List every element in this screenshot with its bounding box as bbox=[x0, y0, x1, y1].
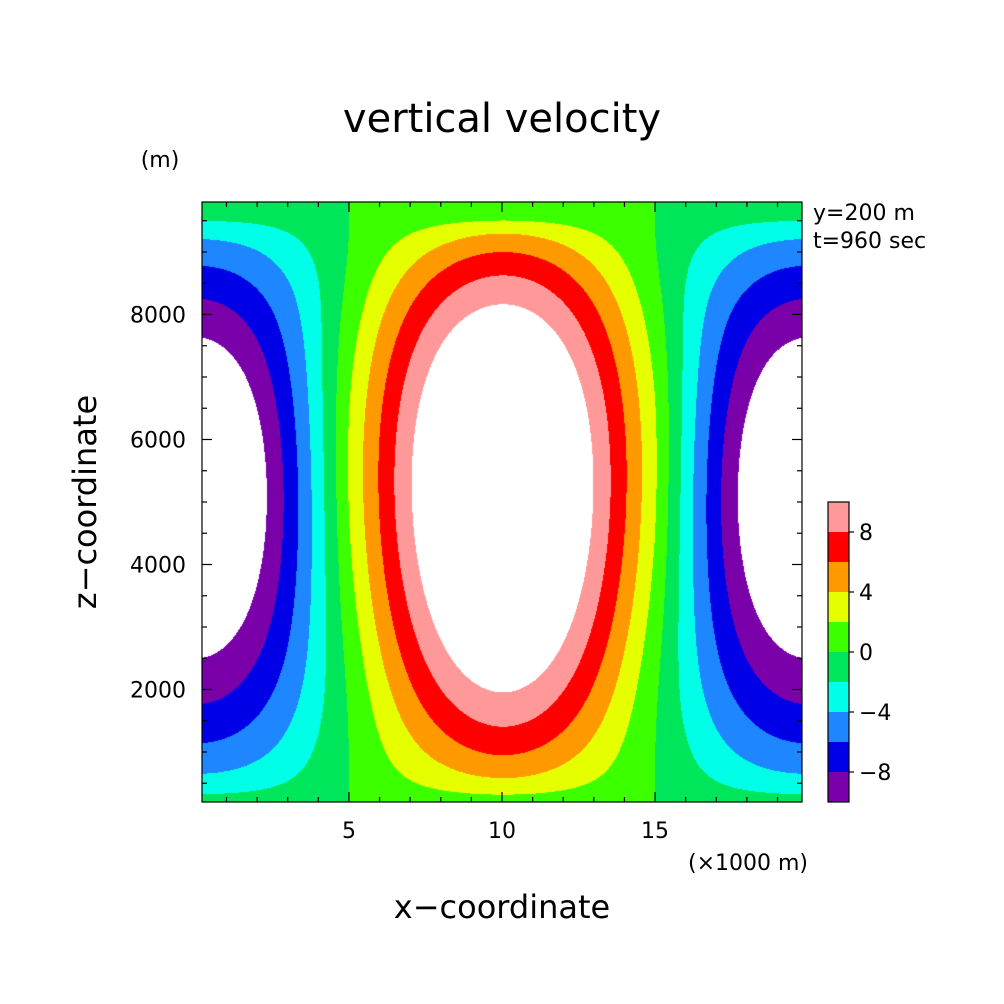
colorbar-swatch bbox=[828, 622, 849, 652]
contour-fill bbox=[202, 202, 802, 802]
colorbar-swatch bbox=[828, 562, 849, 592]
x-unit-label: (×1000 m) bbox=[688, 851, 808, 876]
colorbar-tick-label: 4 bbox=[859, 581, 873, 606]
annotation-t: t=960 sec bbox=[813, 229, 926, 254]
contour-plot-area bbox=[202, 202, 802, 802]
colorbar-swatch bbox=[828, 532, 849, 562]
y-tick-label: 8000 bbox=[130, 304, 186, 329]
colorbar-swatch bbox=[828, 772, 849, 802]
colorbar-swatch bbox=[828, 502, 849, 532]
colorbar-tick-label: −8 bbox=[859, 761, 891, 786]
colorbar-tick-label: 8 bbox=[859, 521, 873, 546]
colorbar: −8 −4 0 4 8 bbox=[827, 501, 891, 803]
y-axis: 2000 4000 6000 8000 bbox=[130, 220, 802, 784]
colorbar-swatch bbox=[828, 742, 849, 772]
y-axis-label: z−coordinate bbox=[66, 395, 104, 609]
annotation-y: y=200 m bbox=[813, 201, 915, 226]
y-tick-label: 4000 bbox=[130, 554, 186, 579]
colorbar-tick-label: −4 bbox=[859, 701, 891, 726]
colorbar-tick-label: 0 bbox=[859, 641, 873, 666]
y-tick-label: 2000 bbox=[130, 679, 186, 704]
y-unit-label: (m) bbox=[141, 148, 180, 173]
colorbar-swatch bbox=[828, 712, 849, 742]
chart-title: vertical velocity bbox=[343, 96, 661, 142]
x-tick-label: 15 bbox=[641, 819, 669, 844]
colorbar-swatch bbox=[828, 592, 849, 622]
y-tick-label: 6000 bbox=[130, 429, 186, 454]
x-axis: 5 10 15 bbox=[225, 202, 779, 844]
colorbar-swatch bbox=[828, 682, 849, 712]
x-tick-label: 5 bbox=[342, 819, 356, 844]
x-tick-label: 10 bbox=[488, 819, 516, 844]
x-axis-label: x−coordinate bbox=[394, 888, 610, 926]
colorbar-swatch bbox=[828, 652, 849, 682]
